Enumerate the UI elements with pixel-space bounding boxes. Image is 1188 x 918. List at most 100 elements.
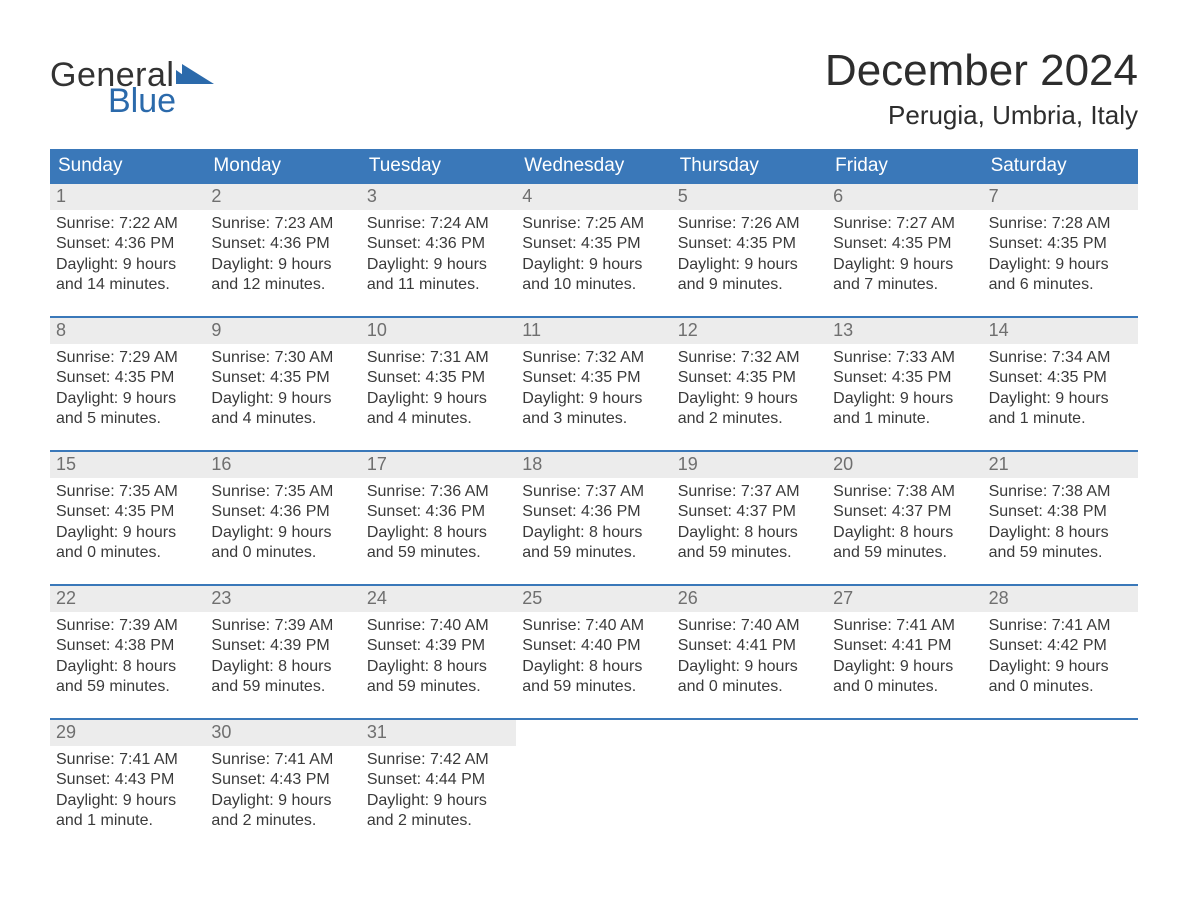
day-number: 16 [211, 454, 231, 474]
day-details: Sunrise: 7:23 AMSunset: 4:36 PMDaylight:… [205, 210, 360, 306]
day-details: Sunrise: 7:38 AMSunset: 4:37 PMDaylight:… [827, 478, 982, 574]
dow-saturday: Saturday [983, 149, 1138, 184]
header-row: General Blue December 2024 Perugia, Umbr… [50, 40, 1138, 143]
day-number-row: 22 [50, 586, 205, 612]
daylight-line2: and 59 minutes. [678, 543, 821, 563]
calendar-cell: 16Sunrise: 7:35 AMSunset: 4:36 PMDayligh… [205, 452, 360, 574]
day-number: 19 [678, 454, 698, 474]
day-number: 23 [211, 588, 231, 608]
daylight-line2: and 11 minutes. [367, 275, 510, 295]
day-details: Sunrise: 7:40 AMSunset: 4:39 PMDaylight:… [361, 612, 516, 708]
day-number: 14 [989, 320, 1009, 340]
daylight-line1: Daylight: 9 hours [211, 255, 354, 275]
sunrise-text: Sunrise: 7:26 AM [678, 214, 821, 234]
empty-cell [983, 720, 1138, 816]
daylight-line1: Daylight: 9 hours [367, 389, 510, 409]
empty-cell [516, 720, 671, 816]
day-details: Sunrise: 7:38 AMSunset: 4:38 PMDaylight:… [983, 478, 1138, 574]
daylight-line1: Daylight: 8 hours [833, 523, 976, 543]
sunrise-text: Sunrise: 7:27 AM [833, 214, 976, 234]
daylight-line1: Daylight: 9 hours [989, 389, 1132, 409]
daylight-line2: and 7 minutes. [833, 275, 976, 295]
logo-text-blue: Blue [108, 84, 214, 118]
day-details: Sunrise: 7:41 AMSunset: 4:41 PMDaylight:… [827, 612, 982, 708]
calendar-cell: 25Sunrise: 7:40 AMSunset: 4:40 PMDayligh… [516, 586, 671, 708]
calendar-cell: 22Sunrise: 7:39 AMSunset: 4:38 PMDayligh… [50, 586, 205, 708]
day-details: Sunrise: 7:33 AMSunset: 4:35 PMDaylight:… [827, 344, 982, 440]
day-details: Sunrise: 7:30 AMSunset: 4:35 PMDaylight:… [205, 344, 360, 440]
day-number-row: 30 [205, 720, 360, 746]
day-number-row: 8 [50, 318, 205, 344]
day-number-row: 13 [827, 318, 982, 344]
day-number-row: 27 [827, 586, 982, 612]
daylight-line2: and 1 minute. [833, 409, 976, 429]
sunrise-text: Sunrise: 7:40 AM [678, 616, 821, 636]
daylight-line2: and 0 minutes. [989, 677, 1132, 697]
day-details: Sunrise: 7:28 AMSunset: 4:35 PMDaylight:… [983, 210, 1138, 306]
sunset-text: Sunset: 4:41 PM [833, 636, 976, 656]
day-number-row: 3 [361, 184, 516, 210]
day-number-row: 1 [50, 184, 205, 210]
day-number-row: 4 [516, 184, 671, 210]
day-number: 6 [833, 186, 843, 206]
sunrise-text: Sunrise: 7:24 AM [367, 214, 510, 234]
calendar-cell: 31 Sunrise: 7:42 AMSunset: 4:44 PMDayligh… [361, 720, 516, 842]
day-details: Sunrise: 7:37 AMSunset: 4:36 PMDaylight:… [516, 478, 671, 574]
day-number: 28 [989, 588, 1009, 608]
day-number: 11 [522, 320, 541, 340]
daylight-line2: and 10 minutes. [522, 275, 665, 295]
daylight-line2: and 6 minutes. [989, 275, 1132, 295]
calendar-cell: 3Sunrise: 7:24 AMSunset: 4:36 PMDaylight… [361, 184, 516, 306]
day-number-row: 11 [516, 318, 671, 344]
day-details: Sunrise: 7:40 AMSunset: 4:40 PMDaylight:… [516, 612, 671, 708]
sunset-text: Sunset: 4:39 PM [367, 636, 510, 656]
calendar-cell: 8Sunrise: 7:29 AMSunset: 4:35 PMDaylight… [50, 318, 205, 440]
sunset-text: Sunset: 4:35 PM [678, 234, 821, 254]
day-number: 9 [211, 320, 221, 340]
calendar-cell: 15Sunrise: 7:35 AMSunset: 4:35 PMDayligh… [50, 452, 205, 574]
sunset-text: Sunset: 4:43 PM [211, 770, 354, 790]
day-number: 15 [56, 454, 76, 474]
daylight-line2: and 0 minutes. [56, 543, 199, 563]
sunrise-text: Sunrise: 7:28 AM [989, 214, 1132, 234]
day-details: Sunrise: 7:41 AMSunset: 4:43 PMDaylight:… [205, 746, 360, 842]
empty-cell [827, 720, 982, 816]
sunrise-text: Sunrise: 7:31 AM [367, 348, 510, 368]
day-details: Sunrise: 7:27 AMSunset: 4:35 PMDaylight:… [827, 210, 982, 306]
day-number: 31 [367, 722, 387, 742]
day-details: Sunrise: 7:40 AMSunset: 4:41 PMDaylight:… [672, 612, 827, 708]
sunrise-text: Sunrise: 7:39 AM [56, 616, 199, 636]
daylight-line1: Daylight: 9 hours [211, 791, 354, 811]
dow-wednesday: Wednesday [516, 149, 671, 184]
sunrise-text: Sunrise: 7:36 AM [367, 482, 510, 502]
day-number-row: 26 [672, 586, 827, 612]
daylight-line2: and 59 minutes. [833, 543, 976, 563]
title-block: December 2024 Perugia, Umbria, Italy [825, 40, 1138, 143]
calendar-cell: 4Sunrise: 7:25 AMSunset: 4:35 PMDaylight… [516, 184, 671, 306]
sunrise-text: Sunrise: 7:39 AM [211, 616, 354, 636]
sunset-text: Sunset: 4:36 PM [211, 502, 354, 522]
weeks-container: 1Sunrise: 7:22 AMSunset: 4:36 PMDaylight… [50, 184, 1138, 842]
sunset-text: Sunset: 4:37 PM [678, 502, 821, 522]
day-number-row: 9 [205, 318, 360, 344]
sunset-text: Sunset: 4:35 PM [833, 368, 976, 388]
day-number-row: 16 [205, 452, 360, 478]
daylight-line2: and 2 minutes. [211, 811, 354, 831]
sunrise-text: Sunrise: 7:37 AM [678, 482, 821, 502]
calendar-week: 29Sunrise: 7:41 AMSunset: 4:43 PMDayligh… [50, 718, 1138, 842]
sunset-text: Sunset: 4:36 PM [211, 234, 354, 254]
daylight-line2: and 0 minutes. [833, 677, 976, 697]
sunset-text: Sunset: 4:42 PM [989, 636, 1132, 656]
calendar-cell: 27Sunrise: 7:41 AMSunset: 4:41 PMDayligh… [827, 586, 982, 708]
daylight-line1: Daylight: 9 hours [56, 791, 199, 811]
day-number: 3 [367, 186, 377, 206]
day-details: Sunrise: 7:42 AMSunset: 4:44 PMDaylight:… [361, 746, 516, 842]
sunset-text: Sunset: 4:35 PM [989, 368, 1132, 388]
day-number-row: 31 [361, 720, 516, 746]
sunset-text: Sunset: 4:35 PM [833, 234, 976, 254]
day-number-row: 12 [672, 318, 827, 344]
sunrise-text: Sunrise: 7:34 AM [989, 348, 1132, 368]
calendar-cell [516, 720, 671, 842]
day-number: 7 [989, 186, 999, 206]
day-number-row: 14 [983, 318, 1138, 344]
